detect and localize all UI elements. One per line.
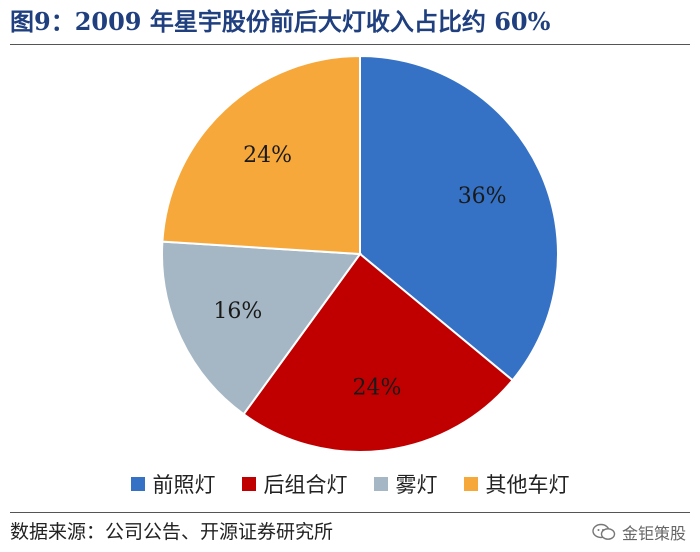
legend-label-2: 后组合灯 [263,473,348,497]
pie-slice-4 [161,54,361,256]
legend-swatch-3 [373,477,388,491]
legend-swatch-2 [241,477,256,491]
legend-swatch-1 [130,477,145,491]
legend-item-2: 后组合灯 [241,469,348,499]
legend-item-1: 前照灯 [130,469,216,499]
chart-legend: 前照灯 后组合灯 雾灯 其他车灯 [0,466,700,502]
legend-swatch-4 [463,477,478,491]
pie-slices [161,54,559,453]
pie-labels: 36% 24% 16% 24% [213,143,506,400]
pie-slice-2 [242,252,514,453]
legend-label-4: 其他车灯 [485,473,570,497]
pie-slice-label-4: 24% [243,143,292,168]
pie-slice-label-3: 16% [213,299,262,324]
legend-item-4: 其他车灯 [463,469,570,499]
legend-label-1: 前照灯 [152,473,216,497]
watermark-text: 金钜策股 [621,524,686,543]
pie-slice-label-1: 36% [458,184,507,209]
wechat-icon [592,523,616,540]
pie-chart: 36% 24% 16% 24% [161,54,559,453]
watermark: 金钜策股 [592,516,686,548]
title-divider [10,44,690,45]
pie-slice-label-2: 24% [352,375,401,400]
legend-item-3: 雾灯 [373,469,438,499]
source-divider [10,512,690,513]
data-source: 数据来源：公司公告、开源证券研究所 [10,521,334,543]
legend-label-3: 雾灯 [395,473,438,497]
pie-slice-1 [359,54,559,382]
pie-slice-3 [161,240,362,416]
chart-title: 图9：2009 年星宇股份前后大灯收入占比约 60% [10,7,551,36]
